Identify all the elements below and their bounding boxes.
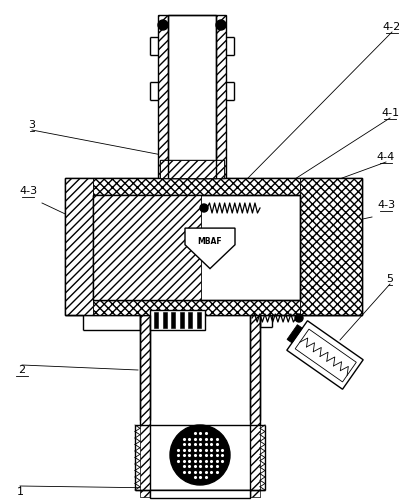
Bar: [160, 160, 224, 178]
Text: 4-1: 4-1: [381, 108, 399, 118]
Bar: [93, 195, 300, 300]
Bar: [160, 160, 224, 178]
Bar: [93, 178, 300, 195]
Circle shape: [158, 20, 168, 30]
Circle shape: [170, 425, 230, 485]
Polygon shape: [287, 321, 363, 389]
Text: 4-2: 4-2: [383, 22, 401, 32]
Circle shape: [216, 20, 226, 30]
Bar: [158, 15, 168, 178]
Bar: [65, 178, 93, 315]
Bar: [93, 195, 300, 300]
Text: 5: 5: [386, 274, 394, 284]
Bar: [197, 312, 201, 328]
Bar: [65, 178, 362, 315]
Bar: [216, 15, 226, 178]
Circle shape: [200, 204, 208, 212]
Bar: [250, 315, 260, 497]
Polygon shape: [295, 329, 356, 382]
Bar: [150, 315, 250, 497]
Polygon shape: [287, 324, 302, 343]
Bar: [168, 15, 216, 178]
Text: 4-4: 4-4: [377, 152, 395, 162]
Bar: [188, 312, 193, 328]
Text: 3: 3: [29, 120, 35, 130]
Bar: [171, 312, 176, 328]
Bar: [140, 315, 150, 497]
Circle shape: [295, 314, 303, 322]
Text: MBAF: MBAF: [198, 236, 222, 245]
Bar: [150, 310, 205, 330]
Bar: [93, 300, 300, 315]
Text: 4-3: 4-3: [19, 186, 37, 196]
Bar: [93, 195, 201, 300]
Text: 4-3: 4-3: [377, 200, 395, 210]
Bar: [65, 178, 362, 315]
Bar: [150, 490, 250, 498]
Bar: [180, 312, 184, 328]
Text: 1: 1: [17, 487, 23, 497]
Bar: [154, 312, 158, 328]
Text: 2: 2: [18, 365, 25, 375]
Bar: [163, 312, 167, 328]
Bar: [300, 178, 362, 315]
Polygon shape: [185, 228, 235, 269]
